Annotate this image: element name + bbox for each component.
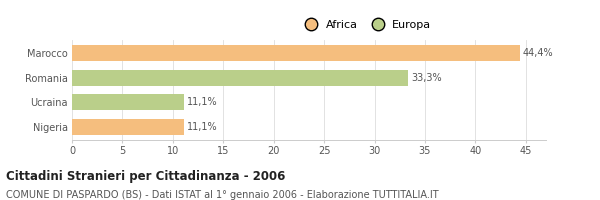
Text: 33,3%: 33,3% — [411, 73, 442, 83]
Text: 44,4%: 44,4% — [523, 48, 553, 58]
Text: COMUNE DI PASPARDO (BS) - Dati ISTAT al 1° gennaio 2006 - Elaborazione TUTTITALI: COMUNE DI PASPARDO (BS) - Dati ISTAT al … — [6, 190, 439, 200]
Bar — [72, 94, 184, 110]
Bar — [72, 45, 520, 61]
Bar — [72, 119, 184, 135]
Text: 11,1%: 11,1% — [187, 122, 218, 132]
Bar — [72, 70, 408, 86]
Text: Cittadini Stranieri per Cittadinanza - 2006: Cittadini Stranieri per Cittadinanza - 2… — [6, 170, 286, 183]
Text: 11,1%: 11,1% — [187, 97, 218, 107]
Legend: Africa, Europa: Africa, Europa — [298, 18, 434, 32]
